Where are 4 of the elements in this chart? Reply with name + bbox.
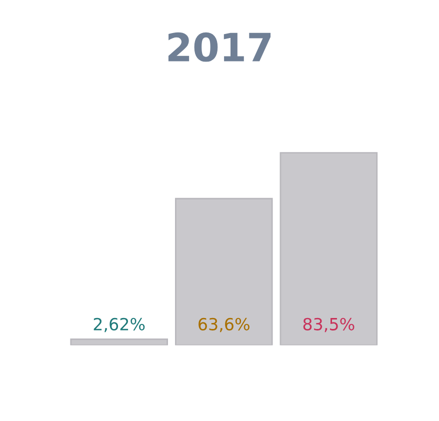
data-label: 2,62% [94, 318, 145, 332]
data-label: 83,5% [303, 318, 354, 332]
chart-title: 2017 [168, 32, 271, 62]
data-label: 63,6% [198, 318, 250, 332]
